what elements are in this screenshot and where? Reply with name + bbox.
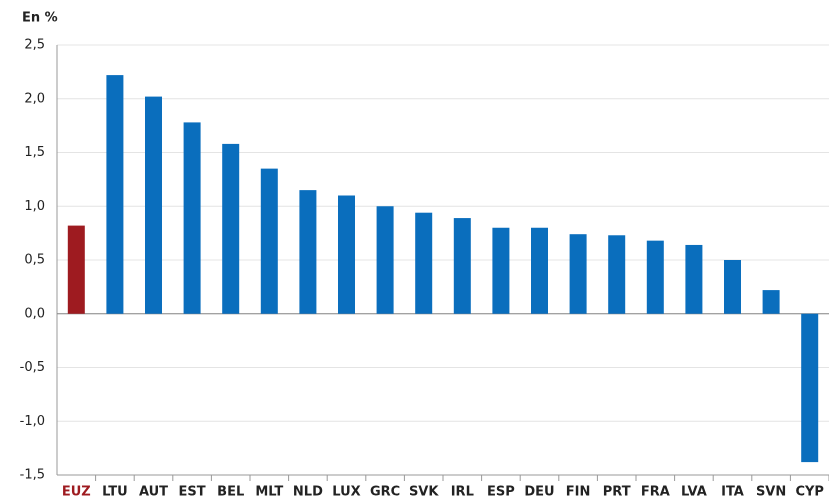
bar — [145, 96, 162, 314]
x-tick-label: FIN — [566, 485, 591, 500]
x-tick-label: NLD — [293, 485, 323, 500]
bar — [338, 195, 355, 314]
bar — [801, 313, 819, 463]
y-axis-label: En % — [22, 11, 58, 26]
bar — [453, 218, 471, 314]
x-tick-label: BEL — [217, 485, 244, 500]
x-tick-label: DEU — [524, 485, 554, 500]
bar — [376, 206, 394, 314]
bar — [183, 122, 201, 314]
x-tick-label: FRA — [641, 485, 670, 500]
bar — [724, 260, 741, 314]
bar — [299, 190, 317, 314]
bar — [762, 290, 780, 314]
bar — [106, 75, 124, 314]
bar — [646, 240, 664, 314]
bar — [67, 225, 85, 314]
x-tick-label: LTU — [102, 485, 128, 500]
bar — [415, 212, 433, 314]
y-tick-label: -0,5 — [20, 360, 45, 375]
bar — [492, 227, 510, 314]
x-tick-label: EST — [179, 485, 206, 500]
y-tick-label: 2,5 — [24, 38, 45, 53]
x-tick-label: SVK — [409, 485, 439, 500]
bar — [685, 244, 703, 314]
bar — [608, 235, 626, 314]
y-tick-label: 0,5 — [24, 253, 45, 268]
x-tick-label: ITA — [721, 485, 744, 500]
x-tick-label: MLT — [255, 485, 283, 500]
x-tick-label: GRC — [370, 485, 400, 500]
bar — [222, 143, 240, 314]
y-tick-label: 2,0 — [24, 91, 45, 106]
x-tick-label: ESP — [487, 485, 515, 500]
x-tick-label: SVN — [756, 485, 786, 500]
x-tick-label: LUX — [332, 485, 360, 500]
x-tick-label: LVA — [681, 485, 707, 500]
x-tick-label: EUZ — [62, 485, 91, 500]
x-tick-label: CYP — [795, 485, 823, 500]
x-tick-label: IRL — [451, 485, 474, 500]
bar — [260, 168, 278, 314]
x-tick-label: PRT — [603, 485, 631, 500]
y-tick-label: -1,5 — [20, 468, 45, 483]
y-tick-label: 1,0 — [24, 199, 45, 214]
bar — [531, 227, 548, 314]
y-tick-label: 1,5 — [24, 145, 45, 160]
y-tick-label: 0,0 — [24, 306, 45, 321]
y-tick-label: -1,0 — [20, 414, 45, 429]
x-tick-label: AUT — [139, 485, 168, 500]
bar — [569, 234, 587, 314]
